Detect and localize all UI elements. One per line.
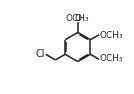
Text: OCH₃: OCH₃ [99, 55, 123, 63]
Text: OCH₃: OCH₃ [99, 31, 123, 39]
Text: O: O [74, 14, 81, 23]
Text: OCH₃: OCH₃ [66, 14, 90, 23]
Text: Cl: Cl [36, 49, 45, 59]
